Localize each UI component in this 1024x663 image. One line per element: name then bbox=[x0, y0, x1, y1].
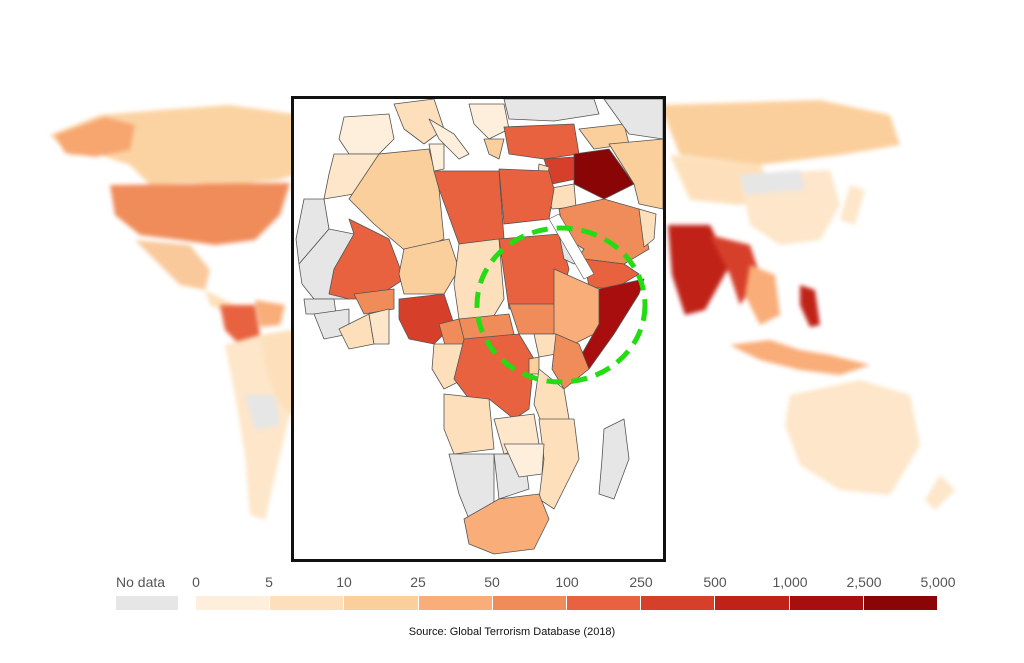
region-egypt bbox=[498, 168, 555, 225]
legend-tick-1000: 1,000 bbox=[772, 574, 808, 590]
legend-color-bin bbox=[863, 596, 937, 610]
region-balkans bbox=[468, 103, 510, 140]
legend-tick-100: 100 bbox=[555, 574, 579, 590]
region-uganda bbox=[533, 333, 557, 358]
region-usa bbox=[110, 183, 290, 245]
legend-tick-0: 0 bbox=[192, 574, 200, 590]
map-legend: No data 0 5 10 25 50 100 250 500 1,000 2… bbox=[112, 574, 956, 614]
region-mongolia bbox=[740, 170, 805, 195]
region-south-sudan bbox=[508, 303, 560, 335]
legend-color-bin bbox=[492, 596, 566, 610]
legend-color-bin bbox=[418, 596, 492, 610]
region-burkina-faso bbox=[353, 288, 395, 315]
legend-tick-250: 250 bbox=[629, 574, 653, 590]
legend-tick-5: 5 bbox=[265, 574, 273, 590]
region-turkey bbox=[503, 123, 580, 160]
legend-tick-25: 25 bbox=[410, 574, 426, 590]
region-yemen bbox=[583, 258, 640, 290]
legend-no-data-swatch bbox=[116, 596, 178, 610]
region-mexico bbox=[135, 240, 210, 290]
region-indonesia bbox=[730, 340, 870, 375]
region-italy-boot bbox=[428, 118, 470, 160]
legend-color-bin bbox=[196, 596, 270, 610]
region-bolivia-paraguay bbox=[245, 395, 280, 430]
legend-color-bin bbox=[789, 596, 863, 610]
africa-inset-map bbox=[291, 96, 666, 562]
region-colombia bbox=[220, 305, 260, 345]
region-gulf-states bbox=[638, 208, 657, 248]
region-mali bbox=[328, 218, 405, 300]
region-iran bbox=[608, 138, 663, 210]
legend-tick-500: 500 bbox=[703, 574, 727, 590]
region-ghana-togo bbox=[368, 308, 390, 345]
legend-tick-5000: 5,000 bbox=[920, 574, 956, 590]
region-spain bbox=[338, 113, 395, 155]
region-france-italy bbox=[393, 99, 445, 145]
region-malawi-mozambique bbox=[538, 418, 580, 510]
region-south-africa bbox=[463, 493, 550, 555]
region-iraq bbox=[573, 148, 635, 200]
region-zimbabwe bbox=[503, 443, 545, 478]
africa-map-svg bbox=[295, 99, 663, 555]
region-angola bbox=[443, 393, 495, 455]
region-libya bbox=[433, 170, 505, 245]
region-russia-edge bbox=[603, 99, 663, 140]
legend-tick-10: 10 bbox=[336, 574, 352, 590]
legend-tick-50: 50 bbox=[484, 574, 500, 590]
region-rwanda-burundi bbox=[528, 356, 540, 375]
region-japan bbox=[840, 185, 865, 225]
region-new-zealand bbox=[925, 475, 955, 510]
region-australia bbox=[785, 380, 920, 495]
horn-of-africa-highlight-circle bbox=[474, 225, 648, 385]
legend-color-bin bbox=[344, 596, 418, 610]
region-alaska bbox=[55, 117, 135, 157]
legend-color-bin bbox=[270, 596, 344, 610]
region-madagascar bbox=[598, 418, 630, 500]
region-ethiopia bbox=[553, 268, 605, 345]
region-greece bbox=[483, 138, 505, 160]
legend-color-bin bbox=[641, 596, 715, 610]
region-tunisia bbox=[428, 143, 445, 172]
legend-color-bin bbox=[715, 596, 789, 610]
legend-tick-2500: 2,500 bbox=[846, 574, 882, 590]
legend-color-bar bbox=[196, 596, 938, 610]
region-ukraine bbox=[503, 99, 600, 122]
region-venezuela bbox=[255, 300, 285, 327]
region-russia bbox=[660, 100, 900, 165]
region-india-pakistan bbox=[668, 225, 730, 315]
region-philippines bbox=[800, 285, 820, 327]
region-indochina bbox=[745, 265, 780, 325]
legend-no-data-label: No data bbox=[116, 574, 166, 590]
source-citation: Source: Global Terrorism Database (2018) bbox=[408, 626, 616, 638]
legend-color-bin bbox=[567, 596, 641, 610]
